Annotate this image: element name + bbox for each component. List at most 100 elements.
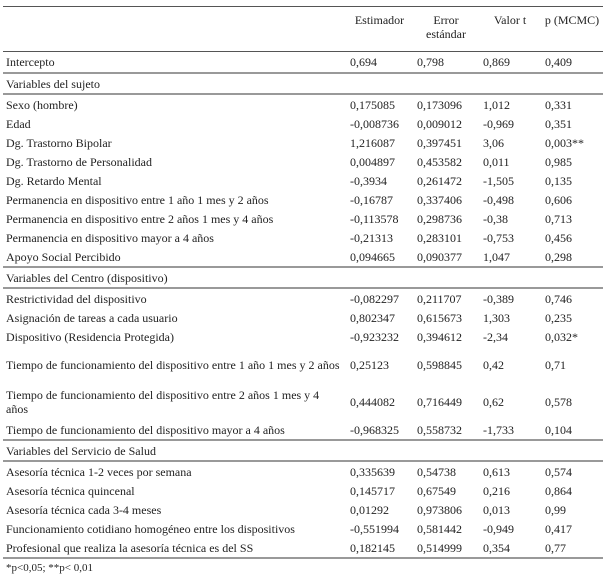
error-cell: 0,973806 [417, 502, 462, 517]
estimador-cell: -0,21313 [350, 230, 393, 245]
p-cell: 0,104 [545, 422, 572, 437]
estimador-cell: -0,551994 [350, 521, 399, 536]
section-row: Variables del Servicio de Salud [3, 439, 603, 462]
p-cell: 0,235 [545, 310, 572, 325]
error-cell: 0,337406 [417, 192, 462, 207]
estimador-cell: -0,3934 [350, 173, 387, 188]
header-valor-t: Valor t [479, 6, 541, 52]
valor-t-cell: -0,969 [483, 116, 514, 131]
section-title: Variables del Centro (dispositivo) [3, 266, 603, 289]
table-row: Sexo (hombre) 0,175085 0,173096 1,012 0,331 [3, 94, 603, 114]
table-row: Funcionamiento cotidiano homogéneo entre… [3, 519, 603, 538]
p-cell: 0,298 [545, 249, 572, 264]
valor-t-cell: 1,047 [483, 249, 510, 264]
table-row: Tiempo de funcionamiento del dispositivo… [3, 383, 603, 420]
valor-t-cell: 0,011 [483, 154, 510, 169]
p-cell: 0,135 [545, 173, 572, 188]
error-cell: 0,581442 [417, 521, 462, 536]
valor-t-cell: 0,013 [483, 502, 510, 517]
valor-t-cell: -0,949 [483, 521, 514, 536]
table-row: Permanencia en dispositivo entre 1 año 1… [3, 190, 603, 209]
p-cell: 0,409 [541, 51, 603, 74]
error-cell: 0,615673 [417, 310, 462, 325]
error-cell: 0,453582 [417, 154, 462, 169]
row-label: Permanencia en dispositivo entre 1 año 1… [6, 192, 269, 207]
table-row: Dg. Trastorno de Personalidad 0,004897 0,4… [3, 152, 603, 171]
footnote: *p<0,05; **p< 0,01 [6, 562, 93, 574]
row-label: Edad [6, 116, 31, 131]
p-cell: 0,746 [545, 291, 572, 306]
estimador-cell: -0,923232 [350, 329, 399, 344]
table-row: Permanencia en dispositivo mayor a 4 año… [3, 228, 603, 247]
valor-t-cell: -0,753 [483, 230, 514, 245]
regression-table: Estimador Error estándar Valor t p (MCMC… [3, 6, 603, 559]
valor-t-cell: -0,389 [483, 291, 514, 306]
valor-t-cell: 0,216 [483, 483, 510, 498]
valor-t-cell: -1,733 [483, 422, 514, 437]
estimador-cell: 0,802347 [350, 310, 395, 325]
section-title: Variables del Servicio de Salud [3, 439, 603, 462]
p-cell: 0,606 [545, 192, 572, 207]
row-label: Apoyo Social Percibido [6, 249, 121, 264]
error-cell: 0,558732 [417, 422, 462, 437]
row-label: Dg. Trastorno Bipolar [6, 135, 112, 150]
error-cell: 0,54738 [417, 464, 456, 479]
table-row: Apoyo Social Percibido 0,094665 0,090377 1,… [3, 247, 603, 267]
section-title: Variables del sujeto [3, 72, 603, 95]
p-cell: 0,032* [545, 329, 578, 344]
estimador-cell: 0,694 [346, 51, 413, 74]
table-row: Edad -0,008736 0,009012 -0,969 0,351 [3, 114, 603, 133]
estimador-cell: 0,145717 [350, 483, 395, 498]
error-cell: 0,090377 [417, 249, 462, 264]
header-p: p (MCMC) [541, 6, 603, 52]
row-label: Asesoría técnica cada 3-4 meses [6, 502, 162, 517]
row-label: Asignación de tareas a cada usuario [6, 310, 178, 325]
table-row: Dg. Trastorno Bipolar 1,216087 0,397451 3,0… [3, 133, 603, 152]
row-label: Permanencia en dispositivo entre 2 años … [6, 211, 274, 226]
p-cell: 0,985 [545, 154, 572, 169]
table-row: Tiempo de funcionamiento del dispositivo… [3, 346, 603, 383]
p-cell: 0,71 [545, 357, 566, 372]
p-cell: 0,456 [545, 230, 572, 245]
error-cell: 0,67549 [417, 483, 456, 498]
valor-t-cell: 3,06 [483, 135, 504, 150]
error-cell: 0,211707 [417, 291, 462, 306]
table-row: Asesoría técnica cada 3-4 meses 0,01292 0,… [3, 500, 603, 519]
error-cell: 0,283101 [417, 230, 462, 245]
estimador-cell: 0,444082 [350, 394, 395, 409]
row-label: Dispositivo (Residencia Protegida) [6, 329, 174, 344]
row-label: Asesoría técnica 1-2 veces por semana [6, 464, 192, 479]
valor-t-cell: -2,34 [483, 329, 508, 344]
valor-t-cell: -0,498 [483, 192, 514, 207]
error-cell: 0,173096 [417, 97, 462, 112]
error-cell: 0,514999 [413, 538, 479, 559]
p-cell: 0,77 [541, 538, 603, 559]
error-cell: 0,298736 [417, 211, 462, 226]
error-cell: 0,598845 [417, 357, 462, 372]
row-label: Funcionamiento cotidiano homogéneo entre… [6, 521, 295, 536]
estimador-cell: 1,216087 [350, 135, 395, 150]
section-row: Variables del sujeto [3, 72, 603, 95]
p-cell: 0,713 [545, 211, 572, 226]
error-cell: 0,397451 [417, 135, 462, 150]
table-row: Tiempo de funcionamiento del dispositivo… [3, 420, 603, 440]
error-cell: 0,009012 [417, 116, 462, 131]
p-cell: 0,003** [545, 135, 584, 150]
estimador-cell: 0,094665 [350, 249, 395, 264]
estimador-cell: -0,082297 [350, 291, 399, 306]
table-row: Restrictividad del dispositivo -0,082297 0… [3, 288, 603, 308]
estimador-cell: 0,335639 [350, 464, 395, 479]
error-cell: 0,394612 [417, 329, 462, 344]
header-row: Estimador Error estándar Valor t p (MCMC… [3, 6, 603, 52]
error-cell: 0,716449 [417, 394, 462, 409]
p-cell: 0,99 [545, 502, 566, 517]
p-cell: 0,578 [545, 394, 572, 409]
p-cell: 0,331 [545, 97, 572, 112]
row-label: Tiempo de funcionamiento del dispositivo… [6, 357, 340, 372]
p-cell: 0,417 [545, 521, 572, 536]
estimador-cell: 0,25123 [350, 357, 389, 372]
valor-t-cell: 0,354 [479, 538, 541, 559]
valor-t-cell: -0,38 [483, 211, 508, 226]
p-cell: 0,574 [545, 464, 572, 479]
section-row: Variables del Centro (dispositivo) [3, 266, 603, 289]
